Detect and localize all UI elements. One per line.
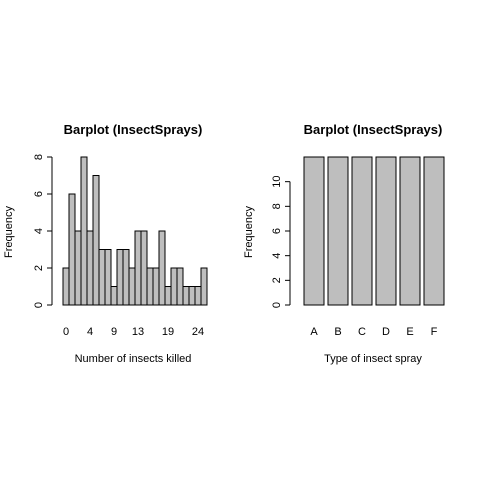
x-tick-label: 0 bbox=[63, 326, 69, 338]
bar-1 bbox=[68, 193, 76, 306]
x-axis-label: Type of insect spray bbox=[324, 353, 422, 365]
bar-11 bbox=[122, 249, 130, 306]
x-tick-label: D bbox=[382, 326, 390, 338]
bar-9 bbox=[110, 286, 118, 306]
x-tick-label: A bbox=[310, 326, 318, 338]
bar-3 bbox=[80, 156, 88, 306]
bar-C bbox=[351, 156, 373, 306]
x-tick-label: 9 bbox=[111, 326, 117, 338]
y-tick-label: 6 bbox=[271, 228, 283, 234]
bar-B bbox=[327, 156, 349, 306]
y-tick-label: 2 bbox=[271, 277, 283, 283]
y-tick-label: 0 bbox=[271, 302, 283, 308]
y-tick-label: 8 bbox=[33, 154, 45, 160]
bar-12 bbox=[128, 267, 136, 306]
bar-A bbox=[303, 156, 325, 306]
y-axis: 0 2 4 6 8 bbox=[33, 154, 53, 308]
x-axis-label: Number of insects killed bbox=[75, 353, 192, 365]
x-tick-label: 24 bbox=[192, 326, 204, 338]
x-axis: 0 4 9 13 19 24 bbox=[63, 326, 204, 338]
y-tick-label: 4 bbox=[33, 228, 45, 234]
x-tick-label: 19 bbox=[162, 326, 174, 338]
bar-15 bbox=[146, 267, 154, 306]
x-tick-label: 13 bbox=[132, 326, 144, 338]
chart-left: Barplot (InsectSprays) Number of insects… bbox=[3, 122, 208, 365]
y-tick-label: 0 bbox=[33, 302, 45, 308]
chart-title: Barplot (InsectSprays) bbox=[64, 122, 203, 137]
bar-17 bbox=[158, 230, 166, 306]
x-tick-label: E bbox=[406, 326, 413, 338]
bars bbox=[62, 156, 208, 306]
bar-21 bbox=[176, 267, 184, 306]
bar-13 bbox=[134, 230, 142, 306]
x-tick-label: C bbox=[358, 326, 366, 338]
bar-6 bbox=[98, 249, 106, 306]
bars bbox=[303, 156, 445, 306]
y-axis-label: Frequency bbox=[3, 206, 15, 258]
x-tick-label: B bbox=[334, 326, 341, 338]
bar-5 bbox=[92, 175, 100, 306]
x-axis: A B C D E F bbox=[310, 326, 437, 338]
chart-title: Barplot (InsectSprays) bbox=[304, 122, 443, 137]
bar-4 bbox=[86, 230, 94, 306]
bar-22 bbox=[182, 286, 190, 306]
bar-23 bbox=[188, 286, 196, 306]
bar-10 bbox=[116, 249, 124, 306]
x-tick-label: F bbox=[431, 326, 438, 338]
bar-0 bbox=[62, 267, 70, 306]
y-tick-label: 2 bbox=[33, 265, 45, 271]
y-tick-label: 10 bbox=[271, 176, 283, 188]
bar-7 bbox=[104, 249, 112, 306]
y-axis: 0 2 4 6 8 10 bbox=[271, 176, 291, 308]
bar-E bbox=[399, 156, 421, 306]
y-tick-label: 8 bbox=[271, 203, 283, 209]
bar-D bbox=[375, 156, 397, 306]
y-axis-label: Frequency bbox=[243, 206, 255, 258]
y-tick-label: 6 bbox=[33, 191, 45, 197]
bar-19 bbox=[164, 286, 172, 306]
chart-right: Barplot (InsectSprays) Type of insect sp… bbox=[243, 122, 445, 365]
bar-20 bbox=[170, 267, 178, 306]
bar-24 bbox=[194, 286, 202, 306]
bar-2 bbox=[74, 230, 82, 306]
x-tick-label: 4 bbox=[87, 326, 93, 338]
bar-F bbox=[423, 156, 445, 306]
bar-16 bbox=[152, 267, 160, 306]
y-tick-label: 4 bbox=[271, 253, 283, 259]
bar-26 bbox=[200, 267, 208, 306]
bar-14 bbox=[140, 230, 148, 306]
